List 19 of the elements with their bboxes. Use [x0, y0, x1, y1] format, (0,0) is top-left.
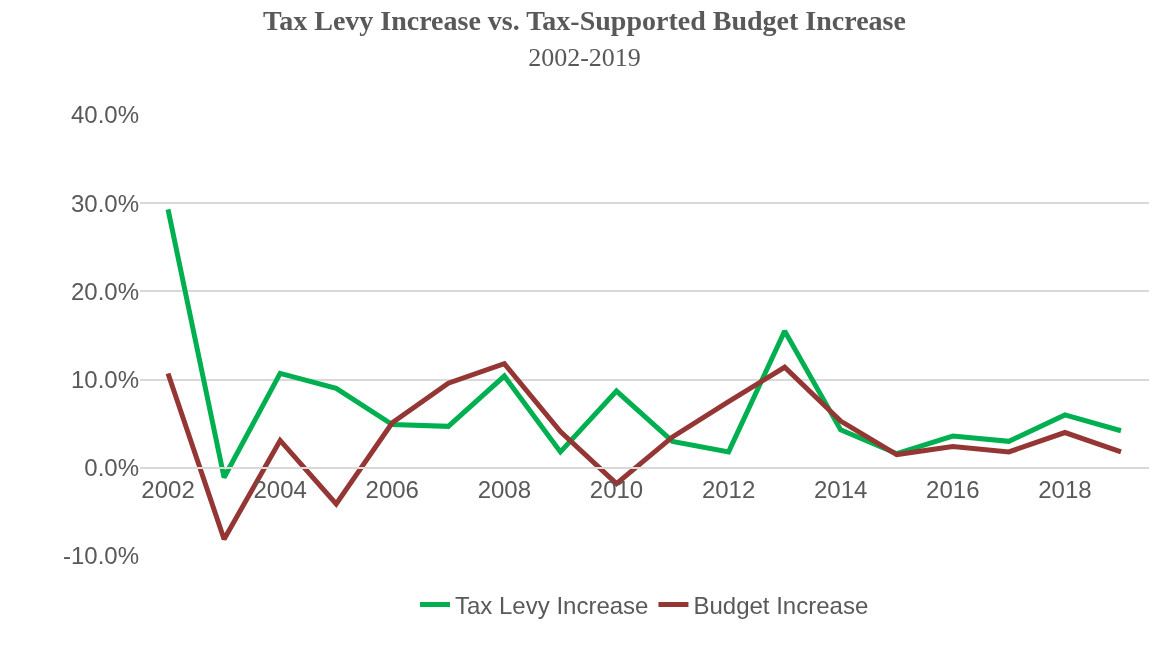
y-tick-label: 20.0% — [70, 277, 139, 305]
legend-label: Budget Increase — [693, 591, 869, 619]
x-tick-label: 2010 — [589, 475, 644, 503]
x-tick-label: 2018 — [1038, 475, 1092, 503]
x-tick-label: 2006 — [365, 475, 419, 503]
y-tick-label: 30.0% — [70, 189, 139, 217]
x-tick-label: 2002 — [141, 475, 195, 503]
x-tick-label: 2014 — [813, 475, 868, 503]
x-tick-label: 2016 — [926, 475, 980, 503]
y-tick-label: 10.0% — [70, 366, 139, 393]
chart-subtitle: 2002-2019 — [528, 42, 641, 72]
x-tick-label: 2004 — [253, 475, 307, 503]
chart-title: Tax Levy Increase vs. Tax-Supported Budget Increase — [263, 4, 906, 36]
x-tick-label: 2008 — [477, 475, 532, 503]
y-tick-label: 40.0% — [70, 101, 139, 129]
y-tick-label: 0.0% — [84, 454, 139, 482]
x-tick-label: 2012 — [701, 475, 756, 503]
y-tick-label: -10.0% — [62, 542, 139, 570]
legend-label: Tax Levy Increase — [455, 591, 649, 619]
